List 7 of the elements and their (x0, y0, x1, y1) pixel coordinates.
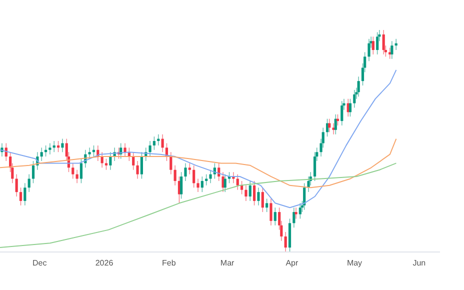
x-tick-label: Feb (162, 258, 176, 268)
x-tick-label: May (346, 258, 362, 268)
x-tick-label: Apr (286, 258, 298, 268)
x-tick-label: Mar (220, 258, 235, 268)
x-tick-label: 2026 (95, 258, 114, 268)
x-tick-label: Dec (32, 258, 47, 268)
x-tick-label: Jun (412, 258, 426, 268)
